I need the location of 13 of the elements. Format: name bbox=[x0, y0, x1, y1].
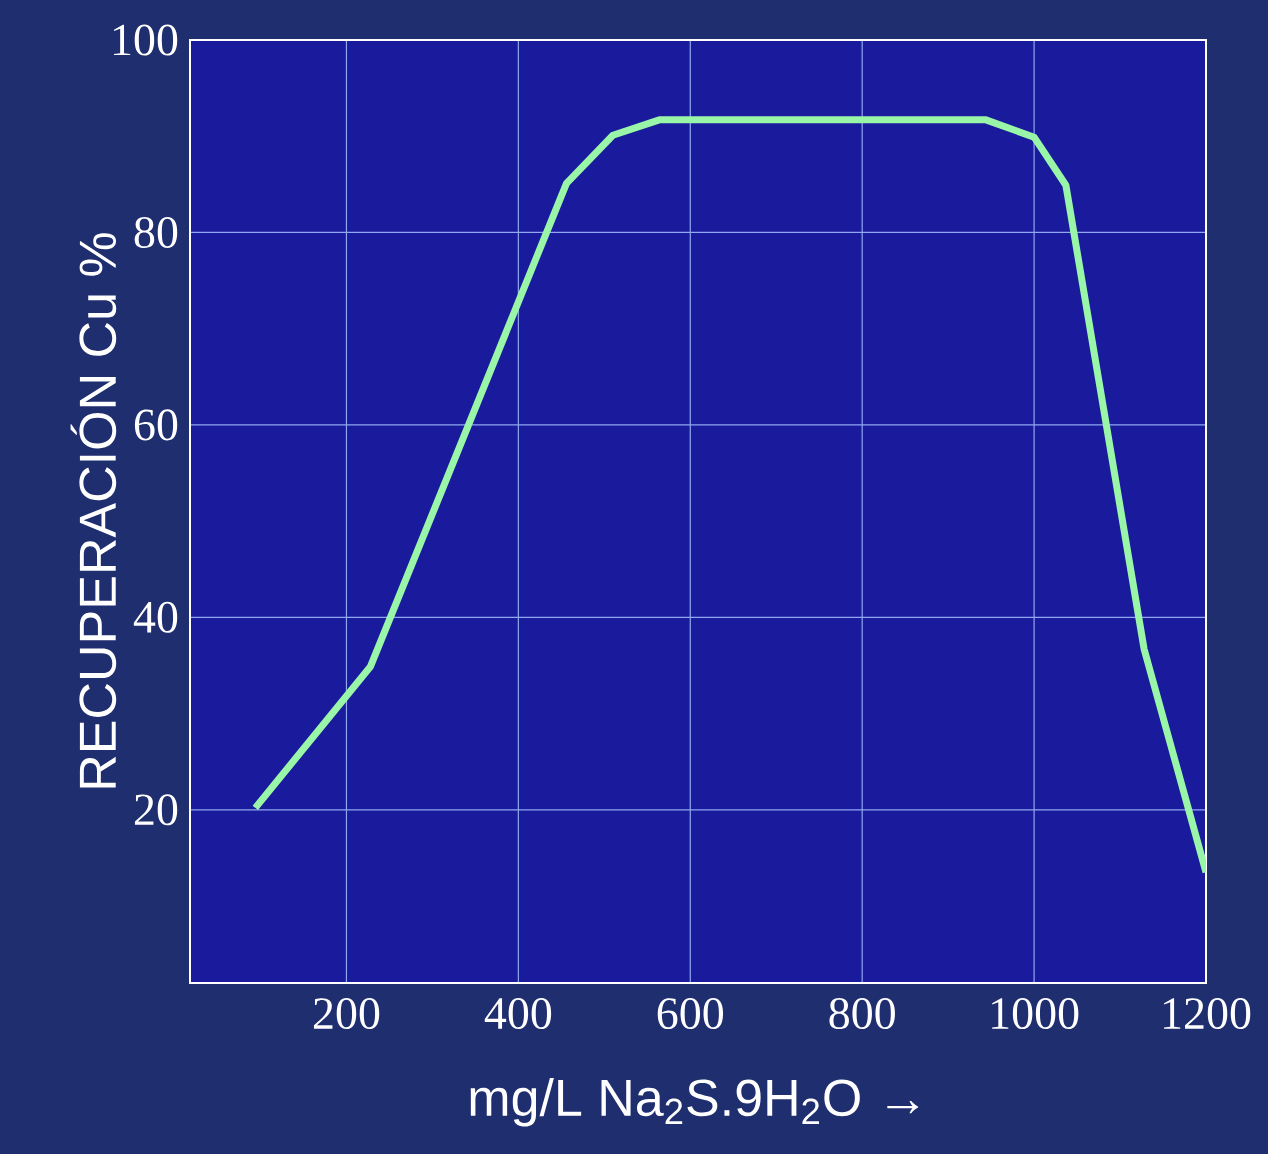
x-axis-title: mg/L Na$_{2}$S.9H$_{2}$O → bbox=[470, 1078, 919, 1127]
x-tick-label: 200 bbox=[313, 998, 380, 1030]
y-tick-label: 40 bbox=[133, 601, 178, 633]
x-tick-label: 1000 bbox=[992, 998, 1079, 1030]
y-tick-label: 20 bbox=[134, 794, 178, 826]
x-tick-label: 600 bbox=[657, 998, 724, 1030]
y-tick-label: 60 bbox=[134, 409, 178, 441]
x-tick-label: 800 bbox=[829, 998, 895, 1030]
y-axis-title: RECUPERACIÓN Cu % bbox=[70, 233, 117, 788]
y-tick-label: 80 bbox=[134, 216, 178, 248]
x-tick-label: 1200 bbox=[1164, 998, 1251, 1030]
x-tick-label: 400 bbox=[484, 998, 552, 1030]
y-tick-label: 100 bbox=[113, 24, 178, 56]
